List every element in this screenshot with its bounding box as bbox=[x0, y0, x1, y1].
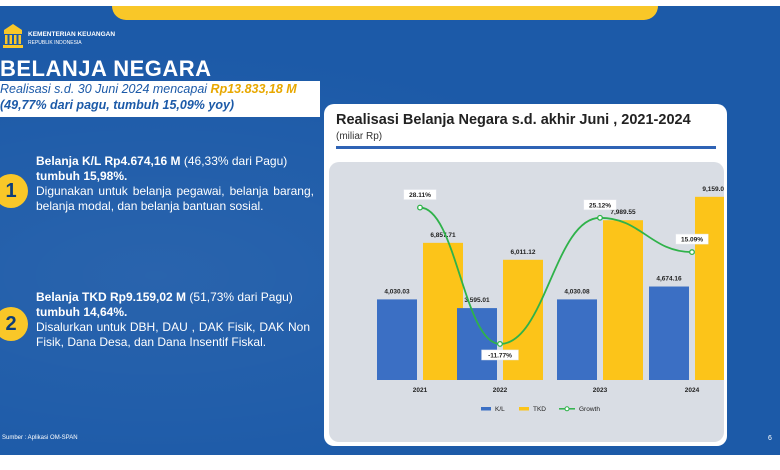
growth-label-2023: 25.12% bbox=[589, 202, 611, 209]
bar-label-kl-2022: 3,595.01 bbox=[464, 297, 490, 304]
subtitle-prefix: Realisasi s.d. 30 Juni 2024 mencapai bbox=[0, 82, 211, 96]
slide: KEMENTERIAN KEUANGAN REPUBLIK INDONESIA … bbox=[0, 6, 780, 455]
growth-label-box-2022 bbox=[481, 349, 519, 361]
bar-label-kl-2021: 4,030.03 bbox=[384, 288, 410, 295]
chart-svg: 4,030.03 6,857.71 2021 3,595.01 6,011.12 2022… bbox=[377, 186, 735, 413]
growth-label-2022: -11.77% bbox=[488, 352, 512, 359]
x-tick-label-2023: 2023 bbox=[593, 387, 608, 394]
growth-label-box-2024 bbox=[675, 233, 709, 245]
chart-title-rule bbox=[336, 146, 716, 149]
point-2-growth: tumbuh 14,64%. bbox=[36, 305, 128, 319]
bar-tkd-2023 bbox=[603, 220, 643, 380]
growth-point-2023 bbox=[597, 214, 603, 221]
bar-kl-2022 bbox=[457, 308, 497, 380]
growth-label-box-2023 bbox=[583, 199, 617, 211]
chart-plot-area: 4,030.03 6,857.71 2021 3,595.01 6,011.12 2022… bbox=[329, 162, 735, 442]
top-accent-bar bbox=[112, 6, 658, 20]
x-tick-label-2024: 2024 bbox=[685, 387, 700, 394]
ministry-name-sub: REPUBLIK INDONESIA bbox=[28, 40, 82, 46]
bar-label-tkd-2022: 6,011.12 bbox=[511, 249, 536, 256]
point-2-number-badge: 2 bbox=[0, 307, 28, 341]
point-1-heading-pagu: (46,33% dari Pagu) bbox=[180, 154, 288, 168]
chart-title: Realisasi Belanja Negara s.d. akhir Juni… bbox=[336, 112, 691, 128]
legend-swatch-growth-marker bbox=[564, 406, 570, 412]
x-tick-label-2021: 2021 bbox=[413, 387, 428, 394]
ministry-name: KEMENTERIAN KEUANGAN REPUBLIK INDONESIA bbox=[28, 31, 115, 47]
bar-label-kl-2024: 4,674.16 bbox=[656, 276, 682, 283]
growth-line bbox=[419, 206, 693, 345]
bar-tkd-2024 bbox=[695, 196, 735, 380]
point-2-description: Disalurkan untuk DBH, DAU , DAK Fisik, D… bbox=[36, 320, 310, 349]
growth-label-2024: 15.09% bbox=[681, 237, 703, 244]
legend-swatch-tkd bbox=[519, 407, 529, 411]
point-2-heading: Belanja TKD Rp9.159,02 M (51,73% dari Pa… bbox=[36, 290, 310, 305]
page-title: BELANJA NEGARA bbox=[0, 56, 212, 81]
point-1-description: Digunakan untuk belanja pegawai, belanja… bbox=[36, 184, 314, 213]
bar-kl-2021 bbox=[377, 299, 417, 380]
bar-label-kl-2023: 4,030.08 bbox=[564, 288, 590, 295]
point-1-heading: Belanja K/L Rp4.674,16 M (46,33% dari Pa… bbox=[36, 154, 314, 169]
growth-label-box-2021 bbox=[403, 189, 437, 200]
point-1: Belanja K/L Rp4.674,16 M (46,33% dari Pa… bbox=[36, 154, 314, 214]
legend-label-growth: Growth bbox=[579, 406, 600, 413]
bar-tkd-2022 bbox=[503, 259, 543, 380]
bar-kl-2024 bbox=[649, 286, 689, 380]
growth-label-2021: 28.11% bbox=[409, 192, 431, 199]
ministry-name-main: KEMENTERIAN KEUANGAN bbox=[28, 31, 116, 38]
growth-point-2024 bbox=[689, 249, 695, 256]
legend-label-kl: K/L bbox=[495, 406, 505, 413]
chart-unit-label: (miliar Rp) bbox=[336, 131, 383, 142]
subtitle-line-2: (49,77% dari pagu, tumbuh 15,09% yoy) bbox=[0, 98, 235, 112]
ministry-logo-icon bbox=[3, 24, 23, 48]
growth-point-2022 bbox=[497, 341, 503, 347]
source-note: Sumber : Aplikasi OM-SPAN bbox=[2, 435, 78, 441]
chart-panel: Realisasi Belanja Negara s.d. akhir Juni… bbox=[324, 104, 735, 446]
bar-label-tkd-2024: 9,159.02 bbox=[702, 186, 724, 193]
point-2: Belanja TKD Rp9.159,02 M (51,73% dari Pa… bbox=[36, 290, 310, 350]
point-1-number-badge: 1 bbox=[0, 174, 28, 208]
bar-label-tkd-2021: 6,857.71 bbox=[430, 232, 456, 239]
subtitle-box: Realisasi s.d. 30 Juni 2024 mencapai Rp1… bbox=[0, 81, 320, 117]
point-1-heading-bold: Belanja K/L Rp4.674,16 M bbox=[36, 154, 181, 168]
subtitle-amount: Rp13.833,18 M bbox=[210, 82, 297, 96]
point-1-growth: tumbuh 15,98%. bbox=[36, 169, 128, 183]
subtitle-line-1: Realisasi s.d. 30 Juni 2024 mencapai Rp1… bbox=[0, 82, 297, 96]
growth-point-2021 bbox=[417, 204, 423, 211]
point-2-heading-bold: Belanja TKD Rp9.159,02 M bbox=[36, 290, 187, 304]
legend-swatch-kl bbox=[481, 407, 491, 411]
bar-label-tkd-2023: 7,989.55 bbox=[610, 209, 636, 216]
bar-kl-2023 bbox=[557, 299, 597, 380]
point-2-heading-pagu: (51,73% dari Pagu) bbox=[186, 290, 293, 304]
page-number: 6 bbox=[768, 435, 772, 442]
x-tick-label-2022: 2022 bbox=[493, 387, 508, 394]
legend-label-tkd: TKD bbox=[533, 406, 546, 413]
